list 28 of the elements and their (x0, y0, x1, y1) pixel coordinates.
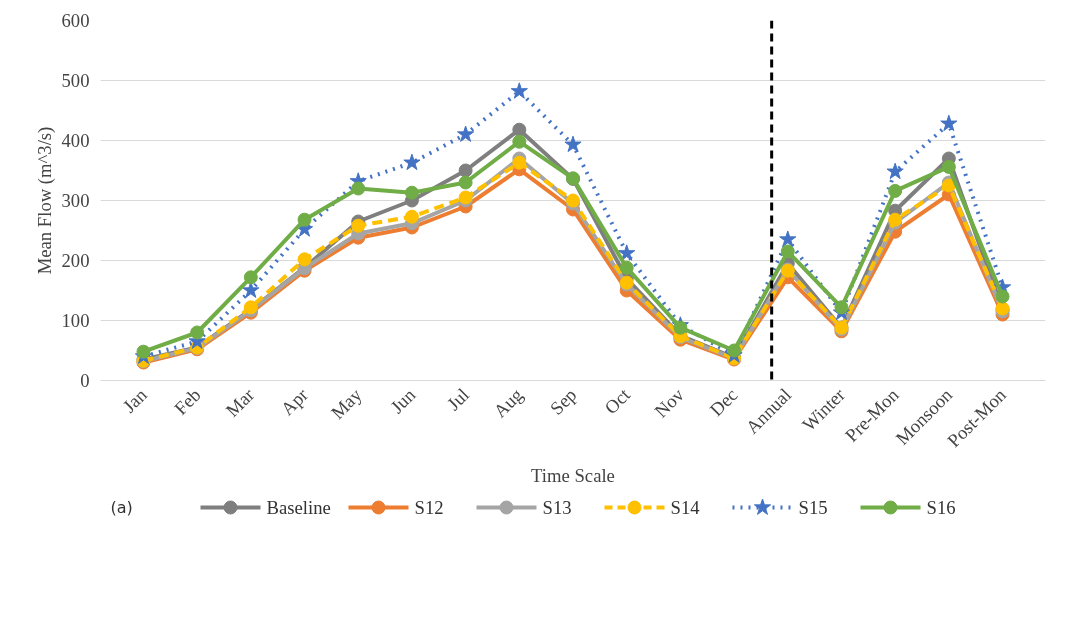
y-tick-label: 0 (80, 370, 90, 391)
legend-label: S13 (542, 497, 572, 518)
x-tick-label: Dec (705, 384, 742, 421)
x-tick-label: Jun (386, 383, 420, 418)
y-tick-label: 200 (61, 250, 90, 271)
y-tick-label: 100 (61, 310, 90, 331)
y-tick-label: 300 (61, 190, 90, 211)
legend-label: S14 (670, 497, 701, 518)
x-tick-label: Mar (221, 383, 259, 421)
x-tick-label: Jul (442, 384, 474, 415)
x-tick-label: Feb (169, 384, 205, 419)
x-tick-label: Apr (276, 383, 313, 420)
x-tick-label: Jan (118, 383, 152, 417)
y-axis-title: Mean Flow (m^3/s) (33, 126, 56, 275)
text: (a) (110, 498, 133, 517)
x-tick-label: Sep (545, 384, 581, 419)
legend-label: S15 (798, 497, 828, 518)
x-axis-title: Time Scale (531, 465, 615, 487)
x-tick-label: Oct (600, 383, 635, 418)
x-tick-label: May (326, 383, 367, 424)
legend-label: S12 (414, 497, 444, 518)
x-tick-label: Nov (650, 383, 689, 422)
y-tick-label: 500 (61, 70, 90, 91)
y-tick-label: 600 (61, 10, 90, 31)
legend-label: Baseline (266, 497, 331, 518)
legend-label: S16 (926, 497, 956, 518)
x-tick-label: Aug (489, 384, 527, 422)
y-tick-label: 400 (61, 130, 90, 151)
